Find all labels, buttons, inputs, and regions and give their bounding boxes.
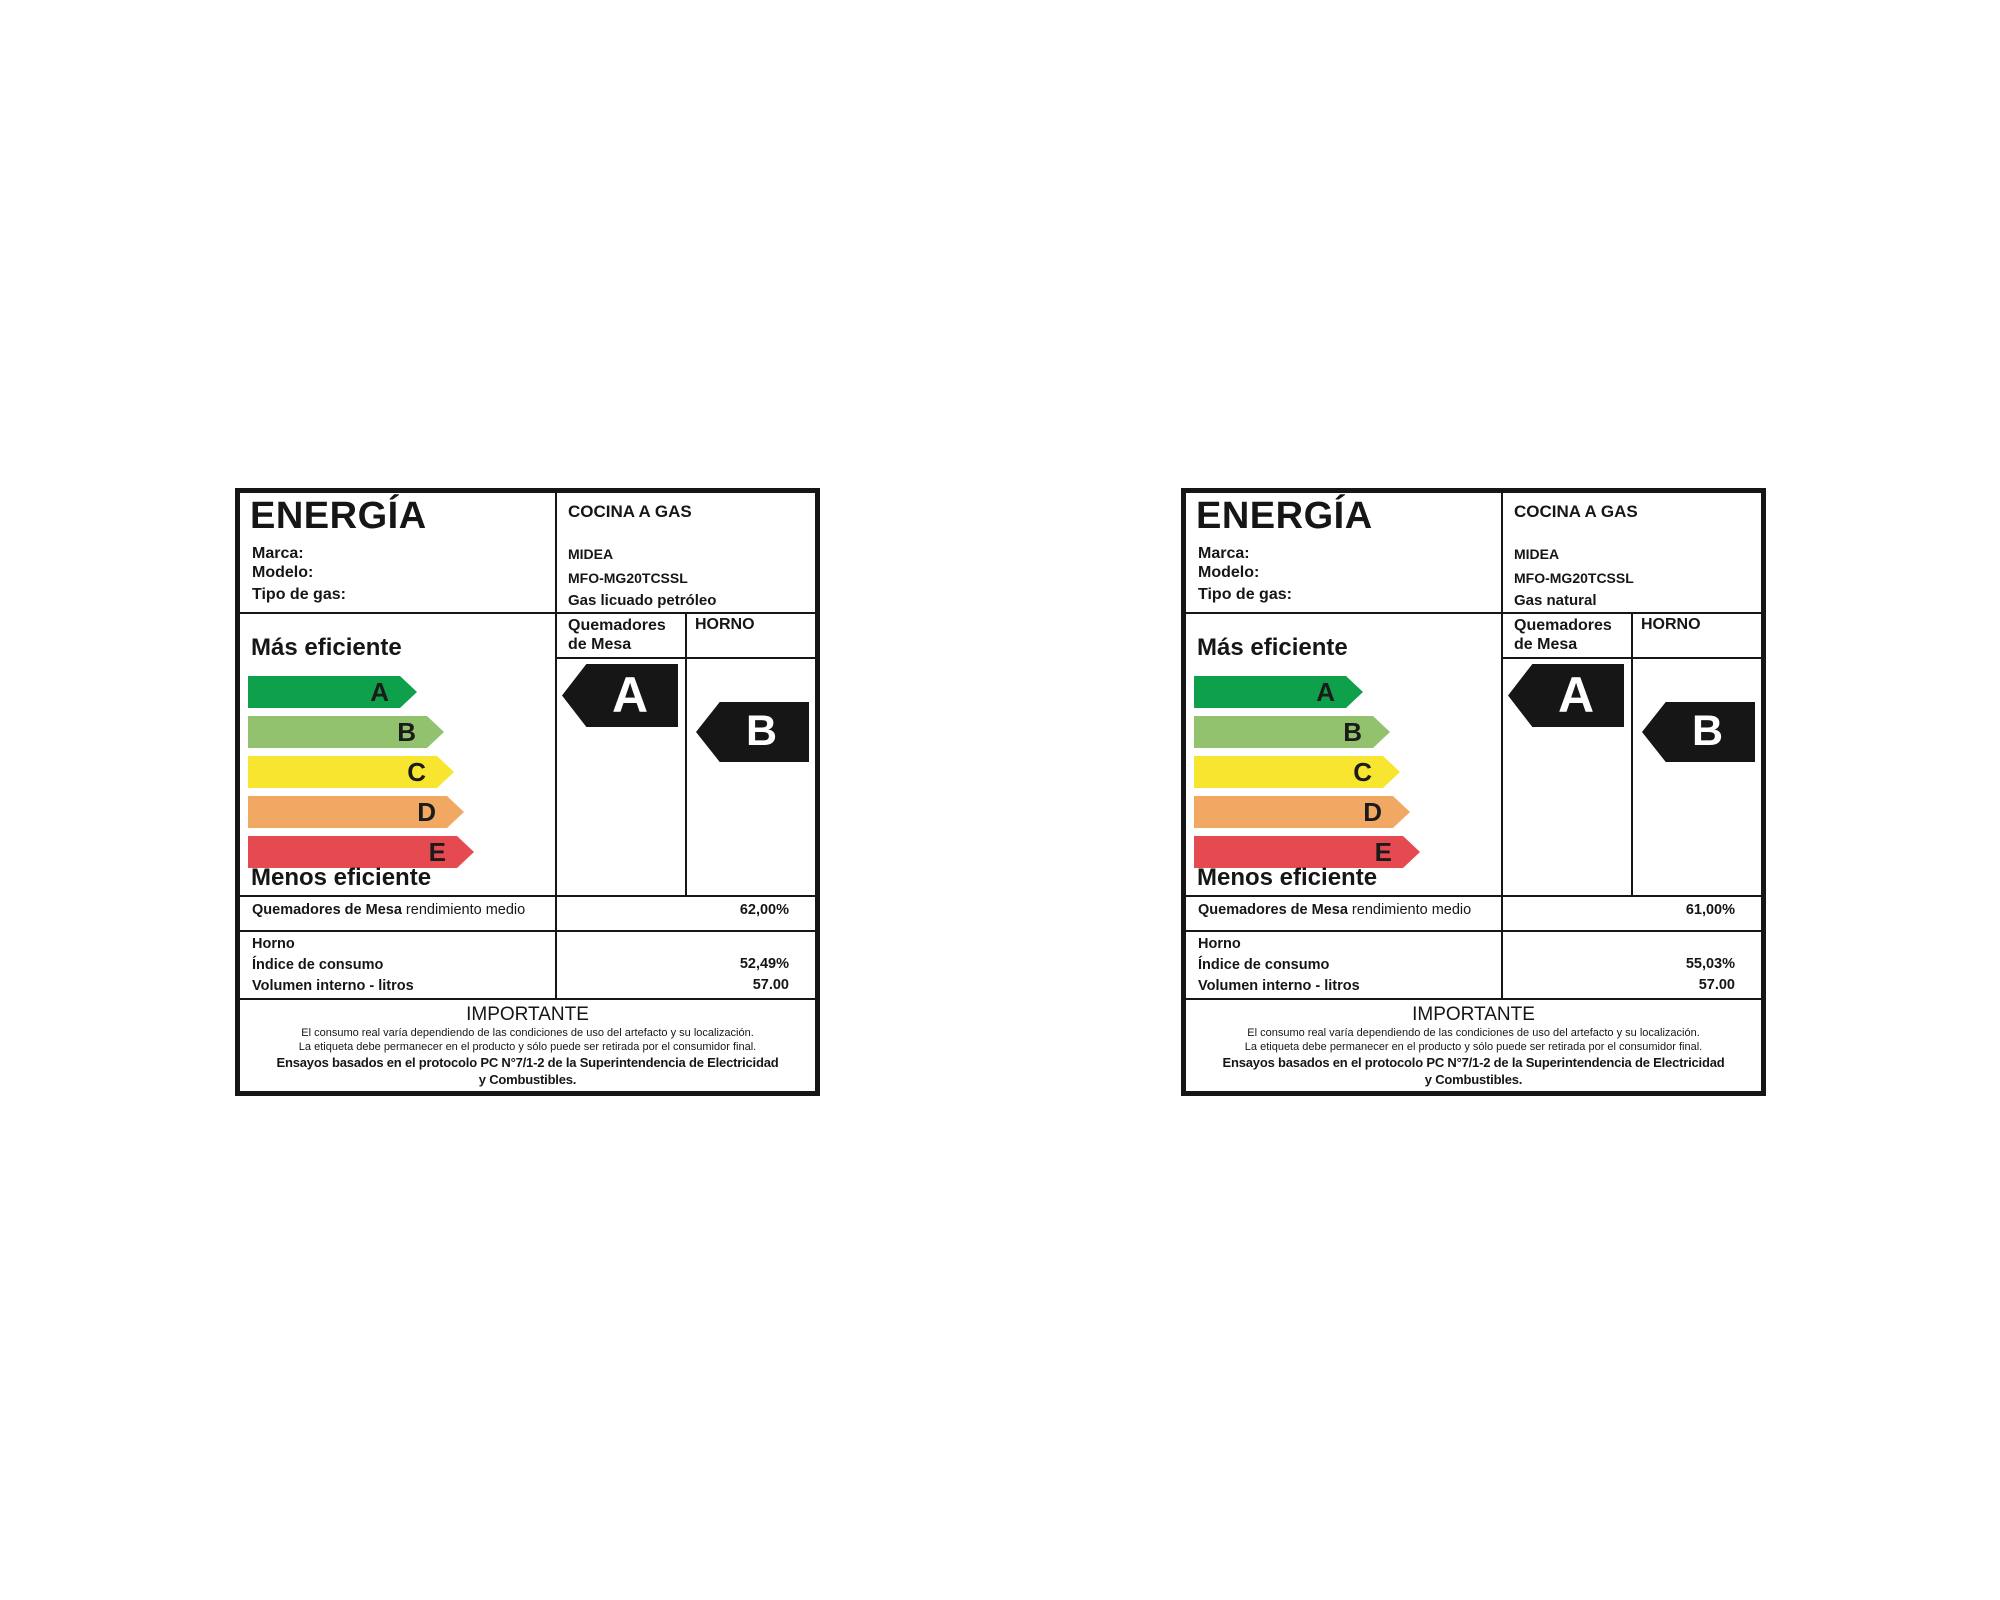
important-line-3: Ensayos basados en el protocolo PC N°7/1… bbox=[276, 1055, 779, 1070]
gas-type-value: Gas natural bbox=[1514, 592, 1597, 609]
important-line-1: El consumo real varía dependiendo de las… bbox=[1247, 1027, 1700, 1039]
burner-row-label: Quemadores de Mesa rendimiento medio bbox=[252, 902, 525, 918]
oven-row-values: 52,49% 57.00 bbox=[740, 954, 789, 996]
scale-bar-c: C bbox=[1194, 756, 1400, 788]
scale-bar-a: A bbox=[1194, 676, 1363, 708]
burner-row-label-rest: rendimiento medio bbox=[401, 902, 526, 918]
gas-type-value: Gas licuado petróleo bbox=[568, 592, 717, 609]
oven-consumption-index-value: 55,03% bbox=[1685, 956, 1735, 972]
important-top-line bbox=[1186, 998, 1761, 1000]
more-efficient-label: Más eficiente bbox=[251, 634, 402, 661]
scale-bar-b: B bbox=[248, 716, 444, 748]
oven-column-header: HORNO bbox=[1641, 616, 1701, 633]
oven-row-labels: Horno Índice de consumo Volumen interno … bbox=[252, 934, 414, 997]
energy-label: ENERGÍA Marca: Modelo: Tipo de gas: COCI… bbox=[235, 488, 820, 1096]
product-type: COCINA A GAS bbox=[568, 502, 692, 521]
burner-row-top-line bbox=[1186, 895, 1761, 897]
important-line-4: y Combustibles. bbox=[478, 1072, 577, 1087]
important-section: IMPORTANTE El consumo real varía dependi… bbox=[1186, 1000, 1761, 1088]
burner-row-top-line bbox=[240, 895, 815, 897]
oven-row-line-3: Volumen interno - litros bbox=[252, 978, 414, 994]
scale-bar-b: B bbox=[1194, 716, 1390, 748]
gas-type-field-label: Tipo de gas: bbox=[252, 586, 346, 603]
important-line-2: La etiqueta debe permanecer en el produc… bbox=[298, 1041, 757, 1053]
important-line-1: El consumo real varía dependiendo de las… bbox=[301, 1027, 754, 1039]
oven-row-line-1: Horno bbox=[1198, 936, 1241, 952]
oven-row-top-line bbox=[240, 930, 815, 932]
product-type: COCINA A GAS bbox=[1514, 502, 1638, 521]
horno-column-divider bbox=[1631, 612, 1633, 897]
oven-consumption-index-value: 52,49% bbox=[739, 956, 789, 972]
brand-value: MIDEA bbox=[1514, 546, 1560, 562]
model-value: MFO-MG20TCSSL bbox=[568, 570, 688, 586]
main-column-divider bbox=[1501, 493, 1503, 1000]
main-column-divider bbox=[555, 493, 557, 1000]
label-title: ENERGÍA bbox=[1196, 495, 1373, 537]
brand-field-label: Marca: bbox=[252, 545, 304, 562]
less-efficient-label: Menos eficiente bbox=[1197, 864, 1378, 891]
less-efficient-label: Menos eficiente bbox=[251, 864, 432, 891]
oven-row-values: 55,03% 57.00 bbox=[1686, 954, 1735, 996]
oven-row-line-2: Índice de consumo bbox=[252, 957, 384, 973]
horno-column-divider bbox=[685, 612, 687, 897]
scale-bar-a: A bbox=[248, 676, 417, 708]
brand-value: MIDEA bbox=[568, 546, 614, 562]
oven-column-header: HORNO bbox=[695, 616, 755, 633]
important-title: IMPORTANTE bbox=[1412, 1004, 1535, 1025]
label-title: ENERGÍA bbox=[250, 495, 427, 537]
oven-volume-value: 57.00 bbox=[1698, 977, 1735, 993]
more-efficient-label: Más eficiente bbox=[1197, 634, 1348, 661]
burner-row-label-bold: Quemadores de Mesa bbox=[1198, 902, 1348, 918]
brand-field-label: Marca: bbox=[1198, 545, 1250, 562]
burner-row-label-rest: rendimiento medio bbox=[1347, 902, 1472, 918]
oven-row-labels: Horno Índice de consumo Volumen interno … bbox=[1198, 934, 1360, 997]
important-title: IMPORTANTE bbox=[466, 1004, 589, 1025]
energy-label: ENERGÍA Marca: Modelo: Tipo de gas: COCI… bbox=[1181, 488, 1766, 1096]
header-divider-line bbox=[240, 612, 815, 614]
scale-bar-c: C bbox=[248, 756, 454, 788]
important-top-line bbox=[240, 998, 815, 1000]
burner-efficiency-value: 62,00% bbox=[739, 902, 789, 918]
important-line-4: y Combustibles. bbox=[1424, 1072, 1523, 1087]
important-line-3: Ensayos basados en el protocolo PC N°7/1… bbox=[1222, 1055, 1725, 1070]
gas-type-field-label: Tipo de gas: bbox=[1198, 586, 1292, 603]
scale-bar-d: D bbox=[1194, 796, 1410, 828]
oven-rating-arrow: B bbox=[1642, 702, 1755, 762]
oven-volume-value: 57.00 bbox=[752, 977, 789, 993]
important-line-2: La etiqueta debe permanecer en el produc… bbox=[1244, 1041, 1703, 1053]
oven-row-top-line bbox=[1186, 930, 1761, 932]
oven-row-line-3: Volumen interno - litros bbox=[1198, 978, 1360, 994]
burners-column-header: Quemadores de Mesa bbox=[568, 617, 666, 653]
model-value: MFO-MG20TCSSL bbox=[1514, 570, 1634, 586]
oven-rating-arrow: B bbox=[696, 702, 809, 762]
model-field-label: Modelo: bbox=[252, 564, 314, 581]
burner-row-label-bold: Quemadores de Mesa bbox=[252, 902, 402, 918]
burner-rating-arrow: A bbox=[562, 664, 678, 727]
scale-bar-e: E bbox=[248, 836, 474, 868]
header-divider-line bbox=[1186, 612, 1761, 614]
model-field-label: Modelo: bbox=[1198, 564, 1260, 581]
burner-rating-arrow: A bbox=[1508, 664, 1624, 727]
oven-row-line-1: Horno bbox=[252, 936, 295, 952]
burners-column-header: Quemadores de Mesa bbox=[1514, 617, 1612, 653]
scale-bar-e: E bbox=[1194, 836, 1420, 868]
oven-row-line-2: Índice de consumo bbox=[1198, 957, 1330, 973]
important-section: IMPORTANTE El consumo real varía dependi… bbox=[240, 1000, 815, 1088]
scale-bar-d: D bbox=[248, 796, 464, 828]
burner-efficiency-value: 61,00% bbox=[1685, 902, 1735, 918]
burner-row-label: Quemadores de Mesa rendimiento medio bbox=[1198, 902, 1471, 918]
